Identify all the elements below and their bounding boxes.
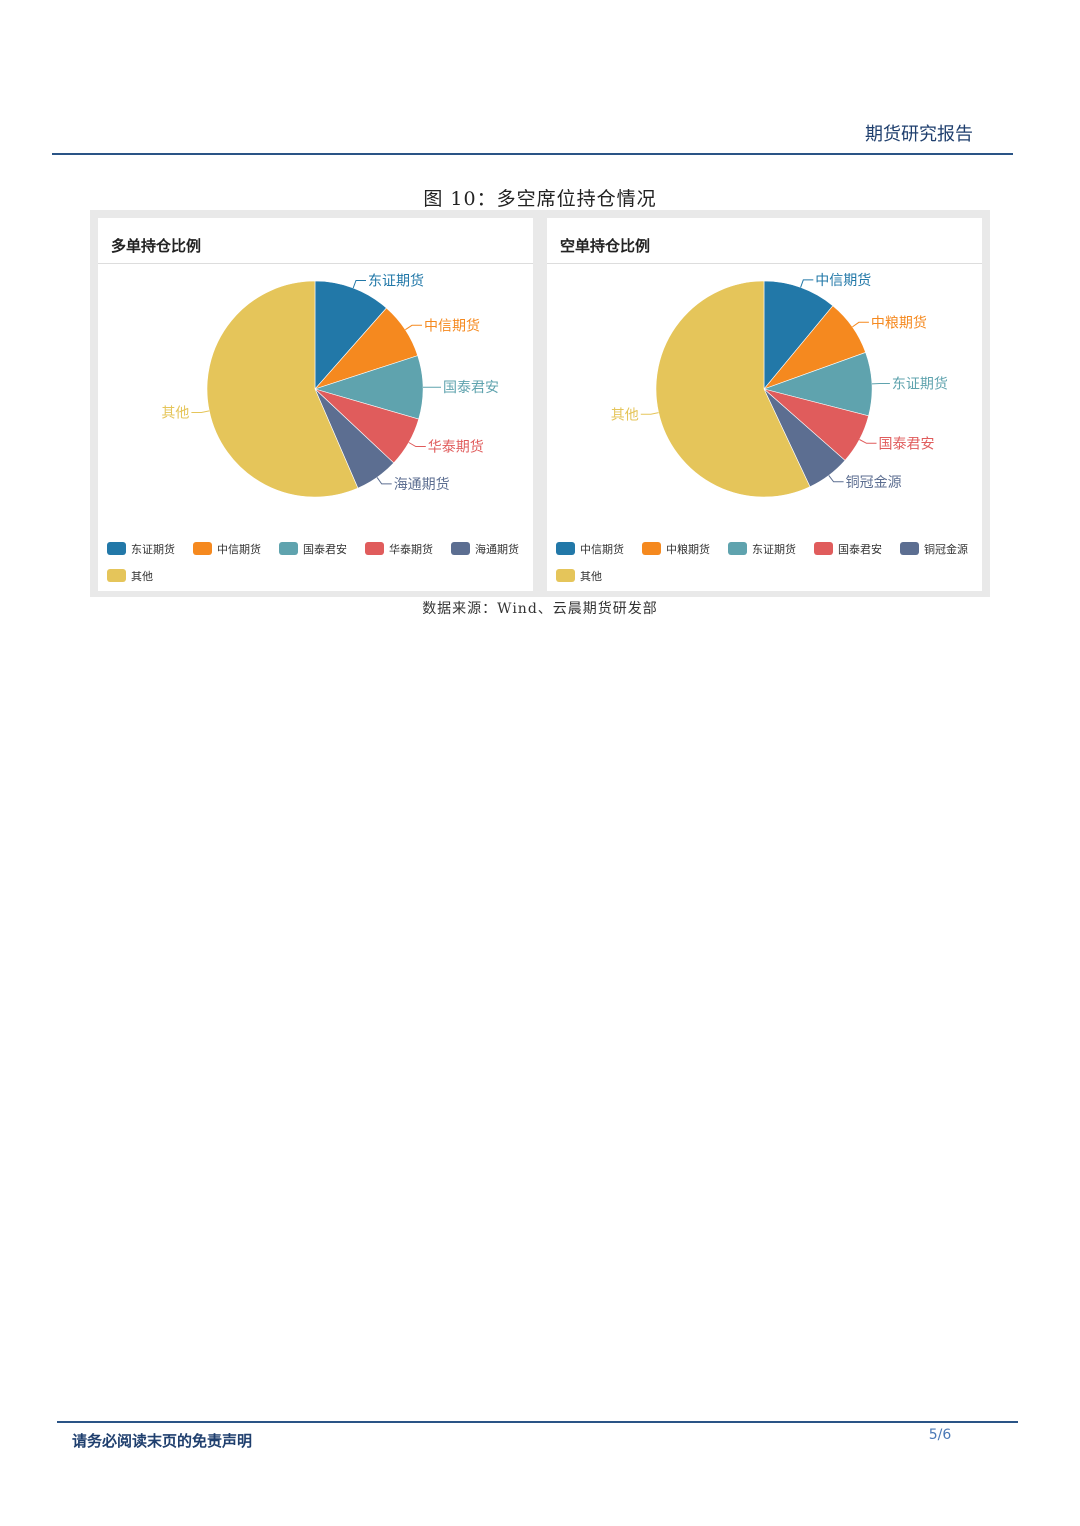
legend-label-0: 中信期货	[580, 542, 624, 556]
legend-item-1[interactable]: 中信期货	[193, 542, 261, 556]
legend-label-0: 东证期货	[131, 542, 175, 556]
figure-title: 图 10：多空席位持仓情况	[423, 188, 657, 210]
long-position-panel: 多单持仓比例 东证期货 中信期货 国泰君安 华泰期货 海通期货 其他 东证期货 中信期货 国泰君…	[98, 218, 533, 591]
short-position-panel: 空单持仓比例 中信期货 中粮期货 东证期货 国泰君安 铜冠金源 其他 中信期货 中粮期货 东证期…	[547, 218, 982, 591]
legend-swatch-5	[556, 569, 575, 582]
leader-line-4	[828, 475, 844, 483]
footer-divider	[57, 1421, 1018, 1423]
long-panel-divider	[98, 263, 533, 264]
legend-label-4: 铜冠金源	[924, 542, 968, 556]
legend-swatch-0	[556, 542, 575, 555]
short-panel-divider	[547, 263, 982, 264]
legend-label-3: 华泰期货	[389, 542, 433, 556]
legend-item-2[interactable]: 国泰君安	[279, 542, 347, 556]
legend-item-0[interactable]: 东证期货	[107, 542, 175, 556]
data-source-note: 数据来源：Wind、云晨期货研发部	[422, 601, 658, 617]
leader-line-3	[408, 442, 426, 447]
legend-item-2[interactable]: 东证期货	[728, 542, 796, 556]
legend-swatch-5	[107, 569, 126, 582]
legend-item-0[interactable]: 中信期货	[556, 542, 624, 556]
legend-item-4[interactable]: 铜冠金源	[900, 542, 968, 556]
legend-label-3: 国泰君安	[838, 542, 882, 556]
pie-slice-5	[206, 280, 359, 498]
legend-label-5: 其他	[131, 570, 153, 583]
page-number: 5/6	[928, 1427, 952, 1443]
legend-swatch-0	[107, 542, 126, 555]
short-panel-title: 空单持仓比例	[560, 237, 651, 255]
report-header-title: 期货研究报告	[865, 124, 973, 145]
slice-label-2: 国泰君安	[443, 380, 499, 396]
slice-label-5: 其他	[161, 406, 189, 422]
legend-swatch-4	[900, 542, 919, 555]
legend-item-3[interactable]: 国泰君安	[814, 542, 882, 556]
pie-slice-5	[655, 280, 811, 498]
legend-item-5[interactable]: 其他	[556, 569, 602, 583]
legend-swatch-3	[365, 542, 384, 555]
legend-swatch-4	[451, 542, 470, 555]
header-divider	[52, 153, 1013, 155]
slice-label-3: 国泰君安	[879, 436, 935, 452]
leader-line-5	[640, 412, 659, 415]
slice-label-0: 东证期货	[368, 273, 424, 290]
slice-label-4: 铜冠金源	[846, 475, 902, 491]
legend-item-4[interactable]: 海通期货	[451, 542, 519, 556]
leader-line-5	[191, 410, 210, 413]
long-panel-title: 多单持仓比例	[111, 237, 202, 255]
disclaimer-note: 请务必阅读末页的免责声明	[72, 1432, 253, 1450]
legend-label-1: 中粮期货	[666, 542, 710, 556]
leader-line-4	[376, 477, 392, 485]
slice-label-1: 中信期货	[424, 317, 480, 334]
slice-label-4: 海通期货	[394, 476, 450, 493]
slice-label-3: 华泰期货	[428, 439, 484, 456]
legend-item-3[interactable]: 华泰期货	[365, 542, 433, 556]
leader-line-0	[352, 280, 366, 289]
legend-label-2: 国泰君安	[303, 542, 347, 556]
slice-label-0: 中信期货	[815, 272, 871, 289]
slice-label-1: 中粮期货	[871, 314, 927, 331]
legend-swatch-1	[642, 542, 661, 555]
legend-label-2: 东证期货	[752, 542, 796, 556]
legend-item-1[interactable]: 中粮期货	[642, 542, 710, 556]
legend-swatch-2	[279, 542, 298, 555]
legend-label-5: 其他	[580, 570, 602, 583]
leader-line-1	[852, 321, 869, 328]
slice-label-5: 其他	[611, 407, 639, 423]
legend-swatch-2	[728, 542, 747, 555]
leader-line-0	[800, 279, 814, 288]
pie-slice-0	[763, 280, 834, 390]
slice-label-2: 东证期货	[892, 376, 948, 393]
legend-swatch-1	[193, 542, 212, 555]
legend-item-5[interactable]: 其他	[107, 569, 153, 583]
leader-line-3	[859, 439, 877, 444]
figure-frame: 多单持仓比例 东证期货 中信期货 国泰君安 华泰期货 海通期货 其他 东证期货 中信期货 国泰君…	[90, 210, 990, 597]
leader-line-1	[405, 324, 422, 331]
legend-label-1: 中信期货	[217, 542, 261, 556]
legend-label-4: 海通期货	[475, 542, 519, 556]
legend-swatch-3	[814, 542, 833, 555]
